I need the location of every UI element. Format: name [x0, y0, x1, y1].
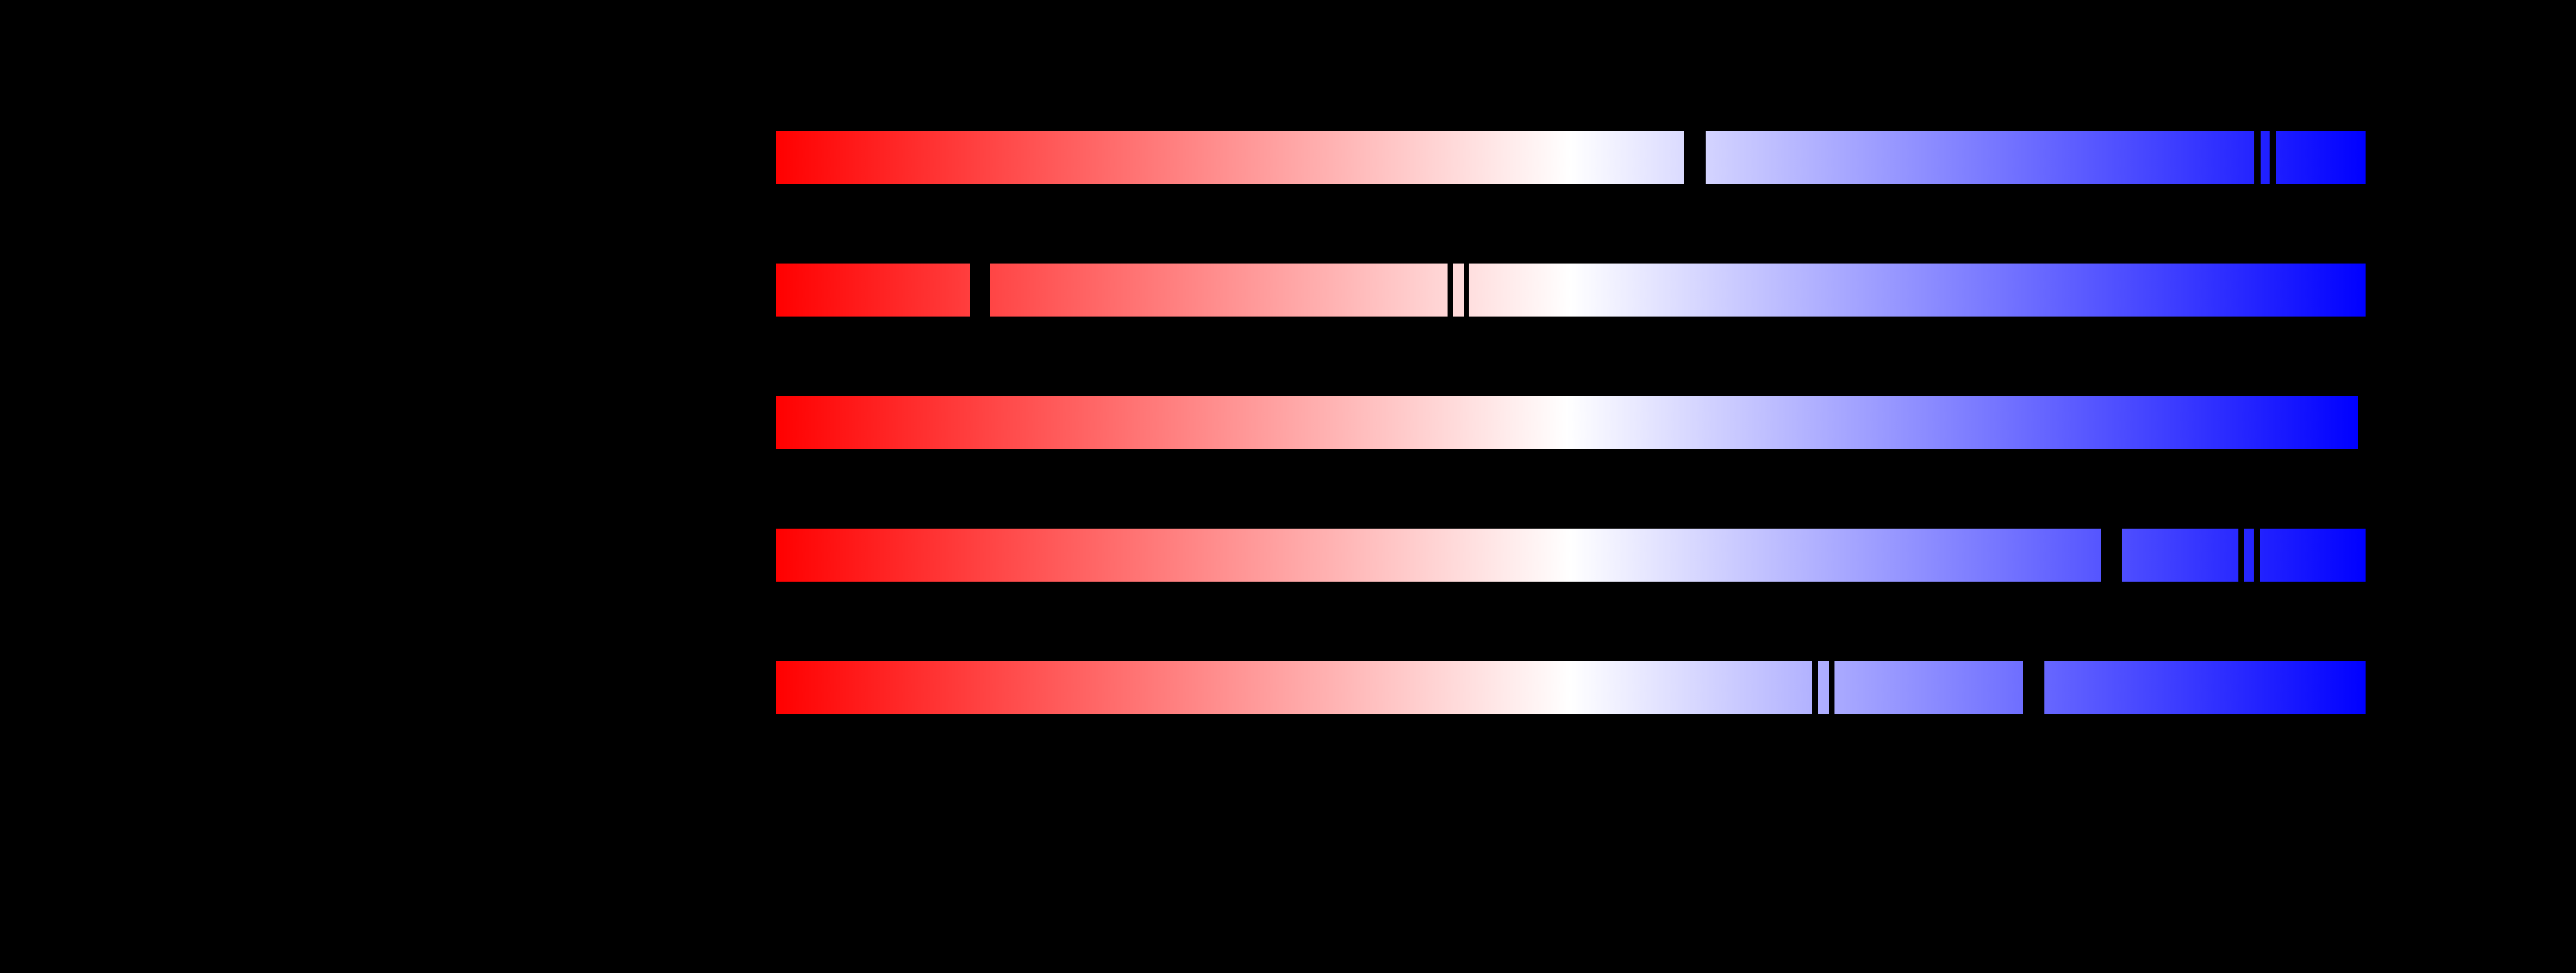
bar-break [1448, 263, 1453, 317]
gradient-bar-row-2 [776, 263, 2366, 317]
bar-break [2023, 661, 2044, 715]
bar-break [2101, 528, 2122, 582]
gradient-bar-row-5 [776, 661, 2366, 715]
bar-break [2254, 528, 2260, 582]
bar-break [2270, 130, 2276, 185]
bar-break [2254, 130, 2261, 185]
bar-break [1684, 130, 1706, 185]
bar-break [1812, 661, 1818, 715]
gradient-bar-row-3 [776, 396, 2358, 449]
bar-break [1464, 263, 1469, 317]
gradient-bar-row-1 [776, 130, 2366, 185]
bar-break [970, 263, 990, 317]
bar-break [1829, 661, 1834, 715]
gradient-bar-row-4 [776, 528, 2366, 582]
bar-break [2238, 528, 2244, 582]
